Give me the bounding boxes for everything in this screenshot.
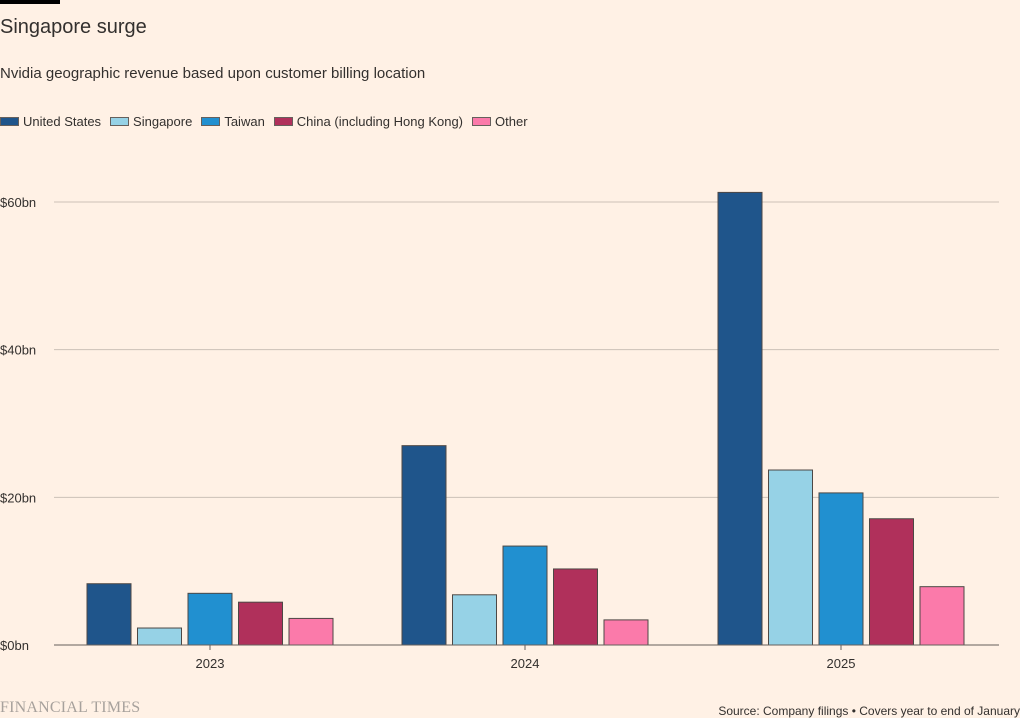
brand-logo: FINANCIAL TIMES	[0, 699, 141, 716]
y-tick-label: $20bn	[0, 490, 36, 505]
legend-swatch	[273, 117, 293, 126]
y-tick-label: $0bn	[0, 638, 29, 653]
x-tick-label: 2024	[511, 656, 540, 671]
legend-label: China (including Hong Kong)	[296, 114, 464, 129]
bar-singapore-2024	[452, 594, 497, 646]
legend-swatch	[0, 117, 19, 126]
legend-item: Taiwan	[201, 114, 265, 129]
legend: United States Singapore Taiwan China (inclu…	[0, 114, 537, 129]
legend-label: Other	[495, 114, 528, 129]
bar-singapore-2025	[768, 469, 813, 646]
bar-chart: $0bn $20bn $40bn $60bn 2023 2024 2025	[0, 191, 999, 671]
top-accent-bar	[0, 0, 60, 4]
legend-label: Singapore	[133, 114, 193, 129]
legend-item: United States	[0, 114, 101, 129]
bar-taiwan-2023	[187, 592, 233, 646]
legend-item: China (including Hong Kong)	[273, 114, 464, 129]
bar-china-including-hong-kong--2023	[238, 601, 283, 646]
legend-item: Other	[472, 114, 528, 129]
bar-taiwan-2024	[502, 545, 548, 646]
bar-china-including-hong-kong--2024	[553, 568, 598, 646]
y-tick-label: $60bn	[0, 195, 36, 210]
legend-label: United States	[23, 114, 102, 129]
source-note: Source: Company filings • Covers year to…	[718, 704, 1020, 718]
bar-other-2025	[919, 586, 965, 646]
bar-taiwan-2025	[818, 492, 864, 646]
legend-swatch	[201, 117, 221, 126]
y-tick-label: $40bn	[0, 343, 36, 358]
bar-singapore-2023	[137, 627, 182, 646]
chart-subtitle: Nvidia geographic revenue based upon cus…	[0, 65, 426, 82]
legend-swatch	[110, 117, 130, 126]
bar-other-2024	[603, 619, 649, 646]
bar-united-states-2024	[401, 445, 447, 646]
bar-united-states-2025	[717, 191, 763, 646]
legend-label: Taiwan	[224, 114, 265, 129]
legend-swatch	[472, 117, 492, 126]
bar-united-states-2023	[86, 583, 132, 646]
bar-china-including-hong-kong--2025	[869, 518, 914, 646]
legend-item: Singapore	[110, 114, 192, 129]
x-tick-label: 2025	[827, 656, 856, 671]
x-tick-label: 2023	[196, 656, 225, 671]
bar-other-2023	[288, 617, 334, 646]
chart-title: Singapore surge	[0, 16, 147, 38]
